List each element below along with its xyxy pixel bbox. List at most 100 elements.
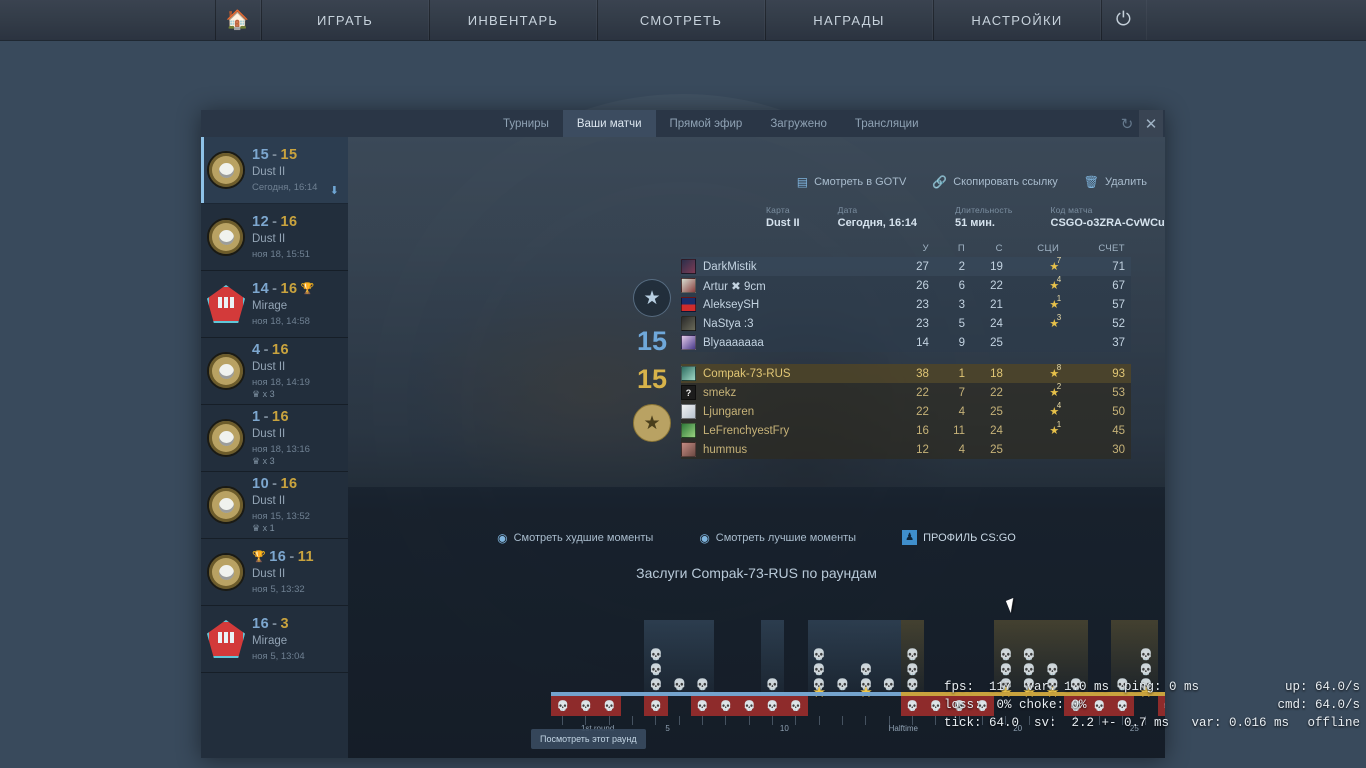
kill-skull-icon: 💀 [1115,679,1130,691]
nav-rewards[interactable]: НАГРАДЫ [765,0,933,40]
dust2-map-icon [207,352,245,390]
watch-lowlights-button[interactable]: ◉ Смотреть худшие моменты [497,530,653,545]
match-list-item[interactable]: 1-16 Dust II ноя 18, 13:16 ♛ x 3 [201,405,348,472]
view-this-round-button[interactable]: Посмотреть этот раунд [531,729,646,749]
tab-tournaments[interactable]: Турниры [503,117,549,130]
delete-button[interactable]: 🗑 Удалить [1084,175,1147,189]
timeline-round-column[interactable]: 💀 [667,620,691,692]
tab-your-matches[interactable]: Ваши матчи [562,110,656,137]
match-list-item[interactable]: 10-16 Dust II ноя 15, 13:52 ♛ x 1 [201,472,348,539]
close-icon[interactable]: ✕ [1139,110,1163,137]
round-side-segment [1087,692,1111,696]
tab-live[interactable]: Прямой эфир [669,117,743,130]
round-side-segment [644,692,668,696]
tab-downloaded[interactable]: Загружено [770,117,827,130]
timeline-round-column[interactable]: 💀 💀 💀 [1134,620,1158,692]
scoreboard-row[interactable]: Blyaaaaaaa 14 9 25 37 [681,333,1131,352]
player-score: 57 [1065,295,1131,314]
match-item-score: 10-16 [252,476,310,493]
kill-skull-icon: 💀 [1022,664,1037,676]
csgo-profile-button[interactable]: ♟ ПРОФИЛЬ CS:GO [902,530,1016,545]
player-name: DarkMistik [703,260,757,273]
scoreboard-row[interactable]: DarkMistik 27 2 19 ★ 7 71 [681,256,1131,276]
match-list-item[interactable]: 14-16 🏆 Mirage ноя 18, 14:58 [201,271,348,338]
scoreboard-row[interactable]: Compak-73-RUS 38 1 18 ★ 8 93 [681,363,1131,383]
match-score-a: 12 [252,213,270,230]
timeline-round-column[interactable]: 💀 [1064,620,1088,692]
nav-settings[interactable]: НАСТРОЙКИ [933,0,1101,40]
match-list-item[interactable]: 16-3 Mirage ноя 5, 13:04 [201,606,348,673]
timeline-label: Halftime [888,724,918,733]
timeline-round-column[interactable]: 💀 💀 💀 [1017,620,1041,692]
meta-matchcode-label: Код матча [1050,205,1093,215]
player-mvp-cell: ★ 4 [1008,401,1066,421]
watch-gotv-button[interactable]: ▤ Смотреть в GOTV [797,175,907,189]
watch-body: 15-15 Dust II Сегодня, 16:14 ⬇ 12-16 Dust II н… [201,137,1165,758]
download-demo-icon[interactable]: ⬇ [329,185,339,197]
watch-highlights-button[interactable]: ◉ Смотреть лучшие моменты [699,530,856,545]
timeline-round-column[interactable]: 💀 💀 💀 [644,620,668,692]
timeline-round-column[interactable] [574,620,597,692]
timeline-round-column[interactable]: 💀 💀 💀 [900,620,925,692]
timeline-round-column[interactable]: 💀 [690,620,715,692]
death-skull-icon: 💀 [766,700,779,712]
timeline-round-column[interactable]: 💀 💀 [854,620,878,692]
round-highlight [854,620,878,692]
timeline-round-column[interactable]: 💀 [760,620,785,692]
timeline-round-column[interactable] [621,620,644,692]
match-list-sidebar[interactable]: 15-15 Dust II Сегодня, 16:14 ⬇ 12-16 Dust II н… [201,137,348,758]
round-timeline[interactable]: 💀💀💀💀💀💀💀💀💀💀💀💀💀💀💀💀💀💀💀💀💀💀💀💀💀💀💀💀💀💀💀💀💀💀💀💀💀💀★★… [551,620,1165,733]
timeline-tick [574,716,597,725]
scoreboard-row[interactable]: hummus 12 4 25 30 [681,440,1131,459]
death-skull-icon: 💀 [1092,700,1106,712]
kill-skull-icon: 💀 [1022,649,1037,661]
timeline-round-column[interactable]: 💀 💀 [1040,620,1065,692]
player-deaths: 4 [934,402,972,421]
round-highlight [667,620,691,692]
player-mvp-cell: ★ 1 [1008,420,1066,440]
timeline-round-column[interactable]: 💀 [1110,620,1135,692]
t-score: 15 [636,364,668,394]
round-kill-icons: 💀 [1111,680,1134,691]
meta-matchcode-value[interactable]: CSGO-o3ZRA-CvWCu-LucGf-Cnhuw-vrzED [1050,217,1166,229]
player-name-cell: Artur ✖ 9cm [681,276,897,295]
timeline-tick [598,716,621,725]
scoreboard-header-row: У П С СЦИ СЧЕТ [681,241,1131,257]
nav-watch[interactable]: СМОТРЕТЬ [597,0,765,40]
timeline-round-column[interactable]: 💀 [877,620,901,692]
watch-lowlights-label: Смотреть худшие моменты [513,531,654,544]
scoreboard-row[interactable]: LeFrenchyestFry 16 11 24 ★ 1 45 [681,420,1131,440]
round-kill-icons: 💀 💀 💀 [1134,650,1157,691]
copy-link-button[interactable]: 🔗 Скопировать ссылку [932,175,1057,189]
refresh-icon[interactable]: ↻ [1120,115,1134,133]
timeline-tick [878,716,901,725]
meta-date: Дата Сегодня, 16:14 [838,205,917,229]
tab-broadcasts[interactable]: Трансляции [854,117,919,130]
timeline-round-column[interactable] [784,620,807,692]
nav-inventory[interactable]: ИНВЕНТАРЬ [429,0,597,40]
timeline-round-column[interactable]: 💀 💀 💀 [994,620,1018,692]
match-list-item[interactable]: 🏆 16-11 Dust II ноя 5, 13:32 [201,539,348,606]
nav-home-button[interactable]: 🏠 [215,0,261,40]
timeline-round-column[interactable] [598,620,621,692]
round-kill-icons: 💀 [668,680,691,691]
nav-play[interactable]: ИГРАТЬ [261,0,429,40]
timeline-round-column[interactable] [551,620,574,692]
mirage-map-icon [207,285,245,323]
scoreboard-row[interactable]: NaStya :3 23 5 24 ★ 3 52 [681,313,1131,333]
match-list-item[interactable]: 15-15 Dust II Сегодня, 16:14 ⬇ [201,137,348,204]
timeline-round-column[interactable]: 💀 💀 💀 [807,620,831,692]
timeline-round-column[interactable]: 💀 [830,620,855,692]
match-item-date: ноя 5, 13:04 [252,650,305,662]
timeline-round-column[interactable] [714,620,737,692]
scoreboard-row[interactable]: Artur ✖ 9cm 26 6 22 ★ 4 67 [681,275,1131,295]
scoreboard-row[interactable]: ? smekz 22 7 22 ★ 2 53 [681,382,1131,402]
match-list-item[interactable]: 4-16 Dust II ноя 18, 14:19 ♛ x 3 [201,338,348,405]
death-skull-icon: 💀 [1069,700,1083,712]
scoreboard-row[interactable]: Ljungaren 22 4 25 ★ 4 50 [681,401,1131,421]
timeline-round-column[interactable] [738,620,761,692]
nav-quit-button[interactable]: ⏻ [1101,0,1147,40]
scoreboard-row[interactable]: AlekseySH 23 3 21 ★ 1 57 [681,294,1131,314]
match-item-info: 12-16 Dust II ноя 18, 15:51 [252,214,310,261]
match-list-item[interactable]: 12-16 Dust II ноя 18, 15:51 [201,204,348,271]
